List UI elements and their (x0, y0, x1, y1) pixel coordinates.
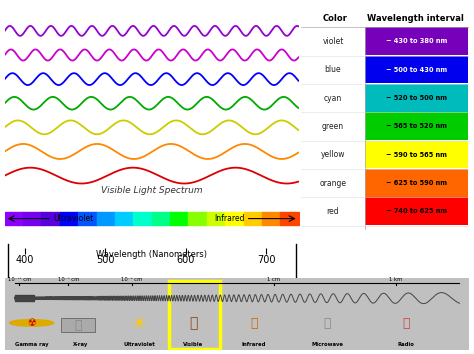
Text: X-ray: X-ray (73, 342, 88, 347)
Text: blue: blue (325, 65, 341, 74)
Text: green: green (322, 122, 344, 131)
Text: orange: orange (319, 179, 346, 188)
Text: Wavelength (Nanometers): Wavelength (Nanometers) (96, 250, 207, 259)
Text: 📡: 📡 (324, 317, 331, 330)
Text: 🍔: 🍔 (250, 317, 258, 330)
Text: ~ 625 to 590 nm: ~ 625 to 590 nm (386, 180, 447, 186)
Text: ~ 520 to 500 nm: ~ 520 to 500 nm (386, 95, 447, 101)
Text: ☢: ☢ (27, 318, 36, 328)
Bar (365, 169, 467, 196)
Text: Microwave: Microwave (311, 342, 344, 347)
Circle shape (9, 320, 54, 326)
Text: 👁: 👁 (189, 316, 197, 331)
Text: ☀: ☀ (132, 315, 146, 333)
Bar (365, 197, 467, 225)
Text: Infrared: Infrared (214, 214, 244, 223)
Text: Color: Color (322, 14, 347, 23)
Text: Visible: Visible (183, 342, 203, 347)
Bar (365, 27, 467, 55)
Bar (365, 141, 467, 168)
Text: ~ 500 to 430 nm: ~ 500 to 430 nm (386, 67, 447, 73)
Text: Radio: Radio (397, 342, 414, 347)
Text: 1 cm: 1 cm (267, 276, 280, 281)
Text: 10⁻⁸ cm: 10⁻⁸ cm (58, 276, 79, 281)
Text: ~ 430 to 380 nm: ~ 430 to 380 nm (385, 38, 447, 44)
Text: ~ 740 to 625 nm: ~ 740 to 625 nm (386, 209, 447, 215)
Bar (61, 318, 95, 332)
Text: 1 km: 1 km (389, 276, 402, 281)
Bar (169, 281, 220, 349)
Text: ~ 590 to 565 nm: ~ 590 to 565 nm (386, 152, 447, 158)
Text: cyan: cyan (324, 93, 342, 103)
Text: violet: violet (322, 37, 344, 46)
Text: ~ 565 to 520 nm: ~ 565 to 520 nm (386, 124, 447, 130)
Text: Ultraviolet: Ultraviolet (123, 342, 155, 347)
Text: Wavelength interval: Wavelength interval (367, 14, 464, 23)
Text: Gamma ray: Gamma ray (15, 342, 48, 347)
Text: Infrared: Infrared (242, 342, 266, 347)
Bar (365, 84, 467, 112)
Text: ✋: ✋ (74, 319, 82, 332)
Text: yellow: yellow (321, 150, 345, 159)
Text: 📻: 📻 (402, 317, 410, 330)
Bar (365, 56, 467, 83)
Text: Visible Light Spectrum: Visible Light Spectrum (101, 187, 202, 195)
Bar (365, 112, 467, 140)
Text: 10⁻¹³ cm: 10⁻¹³ cm (8, 276, 31, 281)
Text: Ultraviolet: Ultraviolet (53, 214, 93, 223)
Text: red: red (327, 207, 339, 216)
Text: 10⁻⁵ cm: 10⁻⁵ cm (121, 276, 143, 281)
